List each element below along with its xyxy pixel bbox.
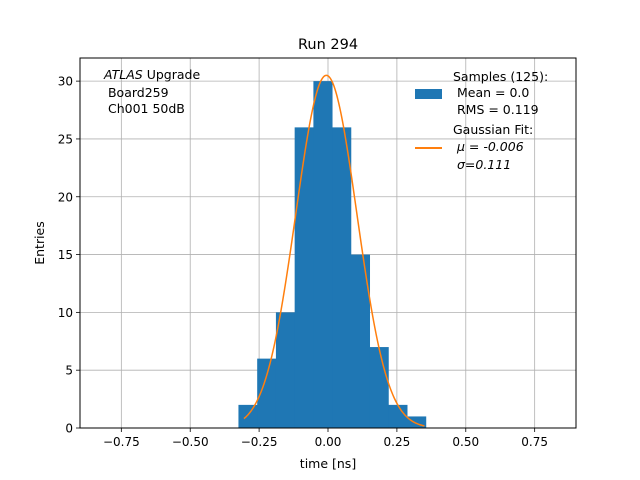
histogram-bar	[257, 358, 277, 428]
legend-samples-line-2: Mean = 0.0	[453, 85, 529, 100]
y-tick-label: 5	[65, 364, 73, 378]
x-tick-label: 0.25	[384, 435, 411, 449]
board-label: Board259	[104, 85, 169, 100]
y-axis-label: Entries	[32, 221, 47, 265]
y-tick-label: 25	[58, 132, 73, 146]
histogram-bar	[332, 127, 352, 428]
legend: Samples (125): Mean = 0.0 RMS = 0.119 Ga…	[415, 69, 548, 172]
x-tick-label: −0.75	[103, 435, 140, 449]
histogram-bar	[275, 312, 296, 428]
histogram-bar	[369, 347, 389, 428]
legend-samples-swatch	[415, 89, 442, 99]
chart-title: Run 294	[298, 37, 358, 53]
gaussian-fit-curve	[243, 74, 425, 427]
x-tick-label: 0.75	[521, 435, 548, 449]
y-tick-label: 20	[58, 190, 73, 204]
upgrade-label: Upgrade	[143, 67, 201, 82]
histogram-bar	[294, 127, 314, 428]
atlas-label: ATLAS	[103, 67, 143, 82]
y-tick-label: 10	[58, 306, 73, 320]
x-axis-ticks: −0.75 −0.50 −0.25 0.00 0.25 0.50 0.75	[103, 428, 548, 449]
histogram-bar	[407, 416, 427, 428]
histogram-bar	[313, 81, 333, 428]
legend-fit-line-3: σ=0.111	[453, 157, 511, 172]
y-axis-ticks: 0 5 10 15 20 25 30	[58, 75, 80, 436]
atlas-annotation: ATLAS Upgrade Board259 Ch001 50dB	[103, 67, 200, 116]
svg-text:ATLAS Upgrade: ATLAS Upgrade	[103, 67, 200, 82]
y-tick-label: 30	[58, 75, 73, 89]
legend-samples-line-1: Samples (125):	[453, 69, 548, 84]
legend-fit-line-2: μ = -0.006	[453, 139, 524, 154]
histogram-bar	[388, 404, 408, 428]
x-axis-label: time [ns]	[300, 456, 356, 471]
y-tick-label: 15	[58, 248, 73, 262]
histogram-bars	[238, 81, 427, 428]
x-tick-label: −0.50	[172, 435, 209, 449]
x-tick-label: 0.50	[452, 435, 479, 449]
histogram-bar	[238, 404, 258, 428]
legend-samples-line-3: RMS = 0.119	[453, 102, 539, 117]
y-tick-label: 0	[65, 422, 73, 436]
histogram-bar	[350, 254, 371, 428]
x-tick-label: −0.25	[241, 435, 278, 449]
channel-label: Ch001 50dB	[104, 101, 185, 116]
x-tick-label: 0.00	[315, 435, 342, 449]
legend-fit-line-1: Gaussian Fit:	[453, 122, 533, 137]
